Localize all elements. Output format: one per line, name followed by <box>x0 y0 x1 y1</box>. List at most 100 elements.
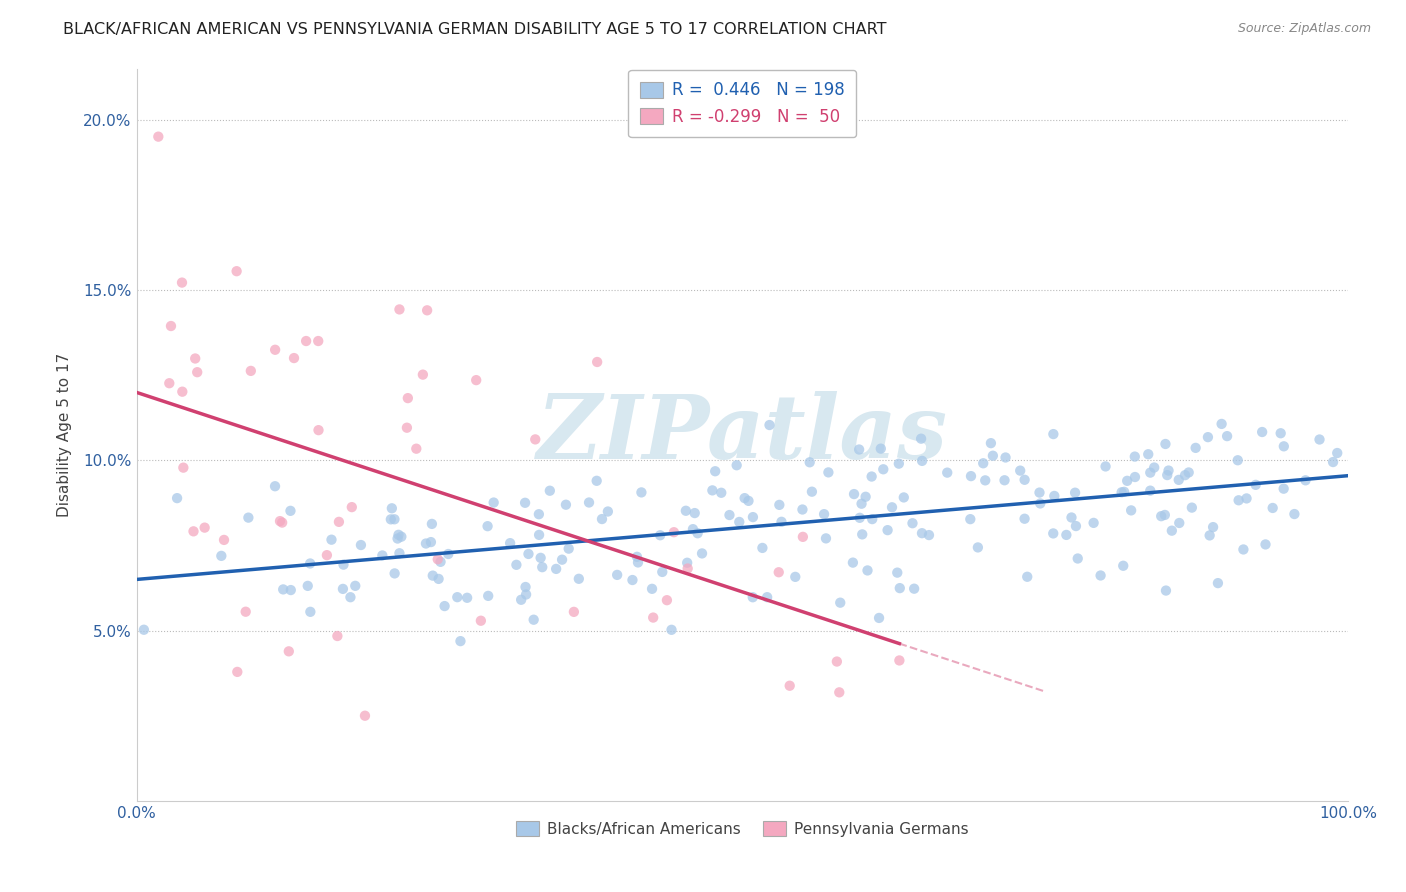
Point <box>889 581 911 595</box>
Point <box>1028 485 1050 500</box>
Point <box>1168 516 1191 530</box>
Point <box>395 420 418 434</box>
Point <box>226 665 249 679</box>
Point <box>437 547 460 561</box>
Point <box>332 582 354 596</box>
Point <box>710 485 733 500</box>
Point <box>446 590 468 604</box>
Point <box>817 466 839 480</box>
Point <box>225 264 247 278</box>
Point <box>513 496 536 510</box>
Point <box>1123 450 1146 464</box>
Point <box>321 533 343 547</box>
Point <box>993 473 1015 487</box>
Point <box>1029 496 1052 510</box>
Point <box>792 502 814 516</box>
Point <box>426 552 449 566</box>
Point <box>800 484 823 499</box>
Point <box>682 522 704 536</box>
Point <box>524 433 547 447</box>
Point <box>384 566 406 581</box>
Point <box>546 562 568 576</box>
Point <box>1054 528 1077 542</box>
Point <box>980 436 1002 450</box>
Point <box>396 391 419 405</box>
Point <box>148 129 170 144</box>
Point <box>630 485 652 500</box>
Point <box>1202 520 1225 534</box>
Point <box>676 556 699 570</box>
Point <box>742 510 765 524</box>
Point <box>328 515 350 529</box>
Point <box>166 491 188 505</box>
Point <box>299 605 322 619</box>
Point <box>1232 542 1254 557</box>
Point <box>1295 473 1317 487</box>
Point <box>876 523 898 537</box>
Point <box>1272 439 1295 453</box>
Point <box>160 318 183 333</box>
Text: ZIPatlas: ZIPatlas <box>537 392 948 478</box>
Point <box>412 368 434 382</box>
Point <box>388 302 411 317</box>
Point <box>856 564 879 578</box>
Point <box>1322 455 1344 469</box>
Point <box>1111 485 1133 500</box>
Point <box>1184 441 1206 455</box>
Point <box>415 536 437 550</box>
Point <box>1042 526 1064 541</box>
Point <box>283 351 305 365</box>
Y-axis label: Disability Age 5 to 17: Disability Age 5 to 17 <box>58 352 72 516</box>
Point <box>186 365 208 379</box>
Point <box>277 644 299 658</box>
Point <box>388 546 411 560</box>
Point <box>157 376 180 391</box>
Point <box>641 582 664 596</box>
Point <box>194 521 217 535</box>
Point <box>239 364 262 378</box>
Point <box>1014 473 1036 487</box>
Point <box>562 605 585 619</box>
Point <box>960 469 983 483</box>
Point <box>848 442 870 457</box>
Point <box>1181 500 1204 515</box>
Point <box>725 458 748 473</box>
Point <box>209 549 232 563</box>
Point <box>1177 466 1199 480</box>
Point <box>911 526 934 541</box>
Text: BLACK/AFRICAN AMERICAN VS PENNSYLVANIA GERMAN DISABILITY AGE 5 TO 17 CORRELATION: BLACK/AFRICAN AMERICAN VS PENNSYLVANIA G… <box>63 22 887 37</box>
Point <box>531 560 554 574</box>
Point <box>1094 459 1116 474</box>
Point <box>848 511 870 525</box>
Point <box>1198 528 1220 542</box>
Point <box>172 460 194 475</box>
Point <box>271 582 294 597</box>
Point <box>1010 464 1032 478</box>
Point <box>768 498 790 512</box>
Point <box>429 555 451 569</box>
Point <box>280 504 302 518</box>
Point <box>911 454 934 468</box>
Point <box>1254 537 1277 551</box>
Point <box>538 483 561 498</box>
Point <box>1083 516 1105 530</box>
Point <box>354 708 377 723</box>
Point <box>972 456 994 470</box>
Point <box>1236 491 1258 506</box>
Point <box>307 334 329 348</box>
Point <box>470 614 492 628</box>
Point <box>551 552 574 566</box>
Point <box>1143 460 1166 475</box>
Point <box>1014 512 1036 526</box>
Point <box>702 483 724 498</box>
Point <box>132 623 155 637</box>
Point <box>756 590 779 604</box>
Point <box>1112 558 1135 573</box>
Point <box>1284 507 1306 521</box>
Point <box>350 538 373 552</box>
Point <box>578 495 600 509</box>
Point <box>889 653 911 667</box>
Point <box>456 591 478 605</box>
Point <box>901 516 924 531</box>
Point <box>1153 508 1175 522</box>
